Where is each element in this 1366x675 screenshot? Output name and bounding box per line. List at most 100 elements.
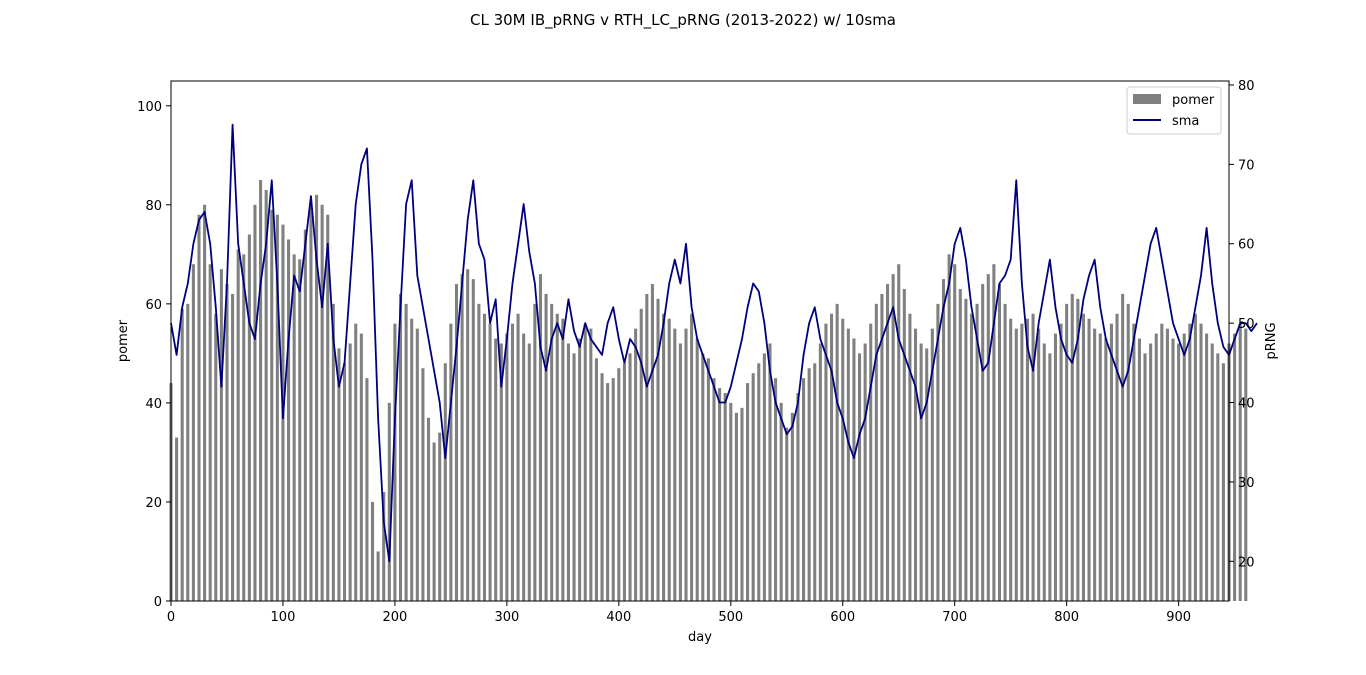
left-y-tick-label: 60 xyxy=(145,298,162,313)
left-y-tick-label: 100 xyxy=(137,100,162,115)
pomer-bar xyxy=(869,323,873,601)
pomer-bar xyxy=(426,417,431,601)
x-tick-label: 700 xyxy=(942,610,967,625)
pomer-bar xyxy=(690,313,694,601)
pomer-bar xyxy=(662,313,666,601)
pomer-bar xyxy=(1210,343,1214,601)
pomer-bar xyxy=(1104,338,1108,601)
pomer-bar xyxy=(505,333,509,601)
pomer-bar xyxy=(600,373,604,601)
right-y-tick-label: 80 xyxy=(1238,79,1255,94)
pomer-bar xyxy=(566,343,570,601)
pomer-bar xyxy=(398,293,403,601)
pomer-bar xyxy=(774,378,778,601)
pomer-bar xyxy=(331,303,335,601)
legend: pomer sma xyxy=(1126,86,1222,135)
legend-sma-label: sma xyxy=(1172,114,1199,129)
pomer-bar xyxy=(874,303,878,601)
pomer-bar xyxy=(1093,328,1097,601)
pomer-bar xyxy=(1160,323,1164,601)
pomer-bar xyxy=(348,343,352,601)
pomer-bar xyxy=(572,353,576,601)
pomer-bar xyxy=(718,388,722,601)
pomer-bar xyxy=(790,412,794,601)
pomer-bar xyxy=(1053,333,1058,601)
pomer-bar xyxy=(1076,298,1080,601)
pomer-bar xyxy=(684,328,688,601)
pomer-bar xyxy=(992,264,996,601)
left-y-tick-label: 80 xyxy=(145,199,162,214)
pomer-bar xyxy=(751,373,755,601)
pomer-bar xyxy=(1233,333,1237,601)
pomer-bar xyxy=(953,264,957,601)
pomer-bar xyxy=(298,259,302,601)
x-tick-label: 0 xyxy=(167,610,175,625)
pomer-bar xyxy=(897,264,901,601)
pomer-bar xyxy=(645,293,649,601)
pomer-bar xyxy=(902,289,906,601)
pomer-bar xyxy=(231,293,235,601)
pomer-bar xyxy=(482,313,487,601)
pomer-bar xyxy=(1037,328,1041,601)
pomer-bar xyxy=(656,298,660,601)
pomer-bar xyxy=(606,383,610,601)
pomer-bar xyxy=(270,209,274,601)
left-y-tick-label: 20 xyxy=(145,496,162,511)
x-tick-label: 400 xyxy=(606,610,631,625)
pomer-bar xyxy=(460,274,464,601)
pomer-bar xyxy=(678,343,682,601)
pomer-bar xyxy=(309,204,313,601)
pomer-bar xyxy=(885,284,890,601)
pomer-bar xyxy=(303,229,307,601)
pomer-bar xyxy=(466,269,470,601)
plot-frame xyxy=(170,80,1230,602)
pomer-bar xyxy=(376,551,380,601)
pomer-bar xyxy=(175,437,179,601)
pomer-bar xyxy=(617,368,621,601)
pomer-bar xyxy=(1165,328,1169,601)
pomer-bar xyxy=(1154,333,1158,601)
pomer-bar xyxy=(818,343,822,601)
pomer-bar xyxy=(858,353,862,601)
pomer-bar xyxy=(701,353,705,601)
pomer-bar xyxy=(589,328,593,601)
x-tick-label: 300 xyxy=(494,610,519,625)
pomer-bar xyxy=(449,323,453,601)
pomer-bar xyxy=(841,318,845,601)
legend-pomer-swatch xyxy=(1133,94,1161,104)
pomer-bar xyxy=(1149,343,1153,601)
pomer-bar xyxy=(941,279,946,601)
pomer-bar xyxy=(880,293,884,601)
pomer-bar xyxy=(432,442,436,601)
right-y-tick-label: 40 xyxy=(1238,397,1255,412)
pomer-bar xyxy=(594,358,598,601)
left-y-tick-label: 0 xyxy=(154,595,162,610)
x-tick-label: 200 xyxy=(383,610,408,625)
pomer-bar xyxy=(522,333,526,601)
pomer-bar xyxy=(438,432,442,601)
pomer-bar xyxy=(354,323,358,601)
pomer-bar xyxy=(969,313,974,601)
right-y-tick-label: 50 xyxy=(1238,317,1255,332)
pomer-bar xyxy=(421,368,425,601)
pomer-bar xyxy=(1238,323,1242,601)
pomer-bar xyxy=(628,353,632,601)
pomer-bar xyxy=(712,378,716,601)
pomer-bar xyxy=(359,333,363,601)
pomer-bar xyxy=(1121,293,1125,601)
pomer-bar xyxy=(583,323,587,601)
pomer-bar xyxy=(259,180,263,602)
pomer-bar xyxy=(986,274,990,601)
pomer-bar xyxy=(824,323,828,601)
pomer-bar xyxy=(975,303,979,601)
pomer-bar xyxy=(454,284,459,601)
pomer-bar xyxy=(611,378,615,601)
pomer-bar xyxy=(762,353,766,601)
pomer-bar xyxy=(287,239,291,602)
pomer-bar xyxy=(947,254,951,601)
pomer-bar xyxy=(197,214,201,601)
pomer-bar xyxy=(1070,293,1074,601)
pomer-bar xyxy=(292,254,296,601)
pomer-bar xyxy=(443,363,447,601)
